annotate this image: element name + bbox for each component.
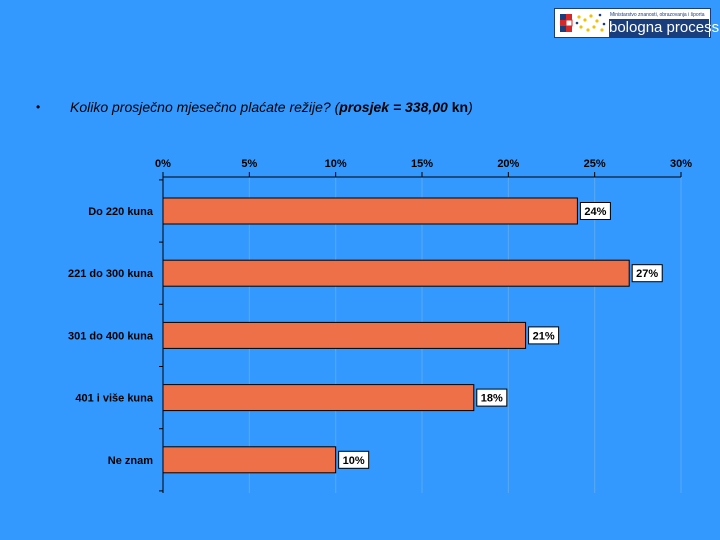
bar	[162, 446, 337, 474]
bar	[162, 259, 630, 287]
category-label: Do 220 kuna	[88, 206, 154, 218]
question-unit: kn	[451, 99, 469, 115]
bar	[162, 321, 527, 349]
question-text: Koliko prosječno mjesečno plaćate režije…	[70, 99, 473, 115]
x-tick-label: 20%	[497, 158, 519, 170]
x-tick-label: 0%	[155, 158, 171, 170]
value-label-box	[338, 450, 370, 469]
value-label-box	[528, 326, 560, 345]
category-label: 301 do 400 kuna	[68, 330, 154, 342]
value-label: 21%	[533, 330, 555, 342]
value-label-box	[631, 264, 663, 283]
question-main: Koliko prosječno mjesečno plaćate režije…	[70, 99, 340, 115]
logo-name: bologna process	[609, 19, 720, 37]
question-average: prosjek = 338,00	[339, 99, 448, 115]
x-tick-label: 25%	[584, 158, 606, 170]
bullet-icon: •	[36, 100, 41, 114]
value-label-box	[579, 202, 611, 220]
bar	[162, 197, 578, 225]
logo-tagline: Ministarstvo znanosti, obrazovanja i špo…	[610, 12, 705, 18]
value-label: 27%	[636, 268, 658, 280]
bar	[162, 384, 475, 412]
x-tick-label: 15%	[411, 158, 433, 170]
value-label-box	[476, 388, 508, 407]
x-tick-label: 10%	[325, 158, 347, 170]
logo-mark-icon	[557, 11, 607, 36]
bologna-process-logo: Ministarstvo znanosti, obrazovanja i špo…	[554, 8, 720, 38]
category-label: Ne znam	[108, 455, 153, 467]
question-close: )	[468, 99, 473, 115]
x-tick-label: 5%	[241, 158, 257, 170]
category-label: 221 do 300 kuna	[68, 268, 154, 280]
value-label: 10%	[343, 455, 365, 467]
x-tick-label: 30%	[670, 158, 692, 170]
value-label: 18%	[481, 393, 503, 405]
category-label: 401 i više kuna	[75, 393, 154, 405]
value-label: 24%	[584, 206, 606, 218]
